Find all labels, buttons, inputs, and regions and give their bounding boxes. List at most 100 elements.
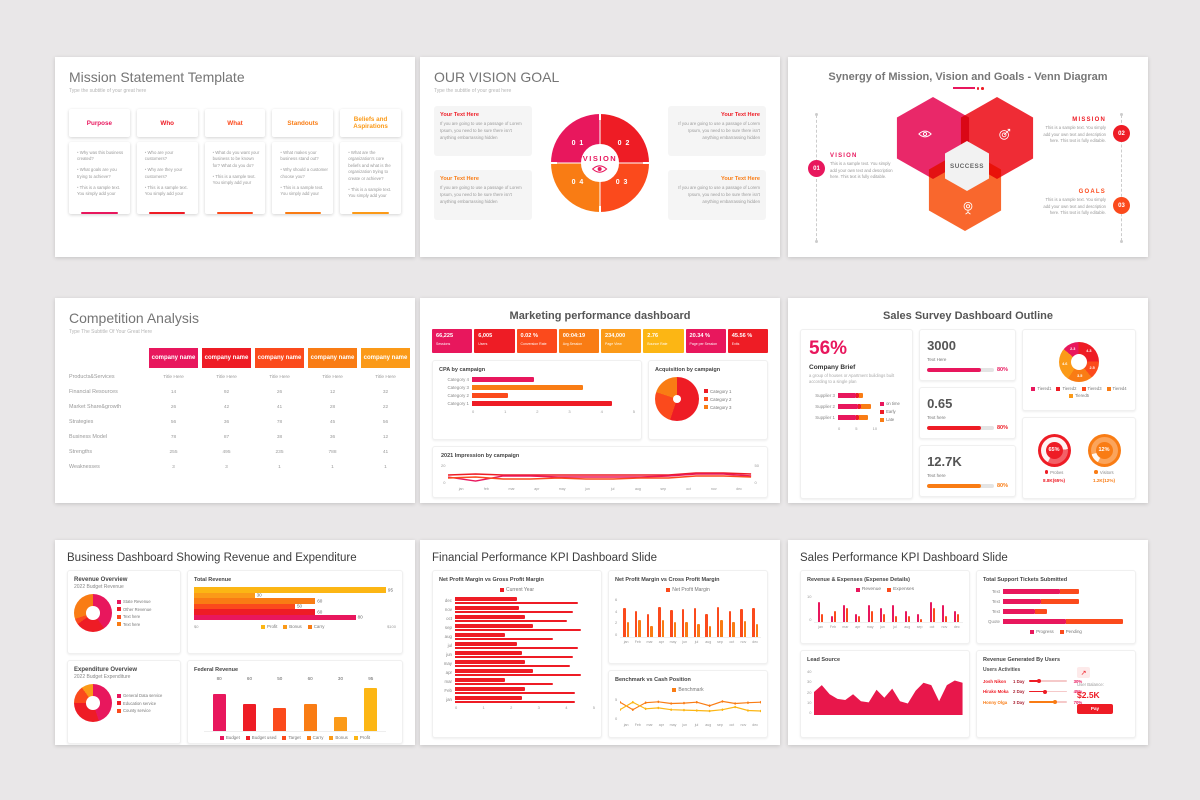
kpi-label: Page View [605,341,622,346]
legend-swatch [880,409,885,414]
slide-venn-diagram[interactable]: Synergy of Mission, Vision and Goals - V… [788,57,1148,257]
cpa-chart-card: CPA by campaign Category 4 Category 3 Cate… [432,360,642,440]
page-subtitle: Type the subtitle of your great here [434,88,512,94]
impression-line-chart: 20 0 jan feb mar apr may jun jul aug sep oct nov dec 5… [441,463,759,491]
legend-item: Bonus [283,624,302,629]
company-header: company name [361,348,410,368]
bullet-list: What are the organization's core beliefs… [345,150,396,200]
mission-column-body: Who are your customers? Why are they you… [136,142,198,215]
table-cell: 78 [170,434,177,440]
user-activity-rows: Josh Nikon 1 Day 30% Hirako Moka 2 Day 4… [983,679,1129,705]
slide-marketing-dashboard[interactable]: Marketing performance dashboard 66,225 S… [420,298,780,503]
venn-shapes: SUCCESS [892,97,1044,245]
card-subheading: 2022 Budget Revenue [74,584,124,590]
page-title: Competition Analysis [69,310,199,326]
table-cell: 1 [331,464,334,470]
legend-item: Category 3 [704,405,731,410]
bullet-item: Why was this business created? [77,150,125,163]
slide-vision-goal[interactable]: OUR VISION GOAL Type the subtitle of you… [420,57,780,257]
chart-legend: Revenue Expenses [807,587,963,592]
table-cell: 56 [170,419,177,425]
federal-revenue-column-chart: 80 60 50 60 30 95 [194,676,396,732]
table-cell: 12 [382,434,389,440]
kpi-label: Avg.Session [562,341,583,346]
chart-legend: Budget Budget used Target Carry [194,735,396,740]
table-cell: 235 [275,449,284,455]
eye-icon [592,164,608,173]
brief-heading: Company Brief [809,364,856,371]
legend-item: Category 1 [704,389,731,394]
federal-revenue-card: Federal Revenue 80 60 50 60 30 95 Budget Budg… [187,660,403,744]
table-cell: Title Here [163,374,184,380]
card-subheading: 2022 Budget Expenditure [74,674,131,680]
card-heading: Revenue & Expenses (Expense Details) [807,577,911,583]
legend-swatch [1059,629,1064,634]
legend-swatch [117,708,121,713]
table-cell: 87 [223,434,230,440]
balance-value: $2.5K [1077,690,1100,700]
slide-financial-kpi[interactable]: Financial Performance KPI Dashboard Slid… [420,540,780,745]
page-title: Mission Statement Template [69,69,245,85]
expenditure-overview-card: Expenditure Overview 2022 Budget Expendi… [67,660,181,744]
page-title: Business Dashboard Showing Revenue and E… [67,552,357,564]
kpi-value: 00:04:19 [562,333,586,339]
activity-percent: 30% [1073,678,1083,684]
accent-bar [284,211,322,215]
axis-max: $100 [387,624,396,629]
activity-fill [1029,689,1048,693]
card-heading: Revenue Generated By Users [983,657,1061,663]
text-box-title: Your Text Here [721,112,760,118]
table-cell: 12 [329,389,336,395]
slide-sales-survey[interactable]: Sales Survey Dashboard Outline 56% Compa… [788,298,1148,503]
right-text-boxes: Your Text Here If you are going to use a… [668,106,766,220]
table-cell: 495 [222,449,231,455]
table-cell: 28 [329,404,336,410]
segment-number: 0 2 [617,140,631,148]
user-name: Hirako Moka [983,689,1009,694]
activity-track [1029,679,1068,683]
legend-item: Target [282,735,301,740]
company-header: company name [149,348,198,368]
slide-sales-kpi[interactable]: Sales Performance KPI Dashboard Slide Re… [788,540,1148,745]
page-title: Financial Performance KPI Dashboard Slid… [432,552,658,564]
table-cell: 1 [278,464,281,470]
dartboard-icon [963,201,973,215]
text-box-title: Your Text Here [440,176,479,182]
stat-label: Text Here [927,357,947,362]
user-name: Josh Nikon [983,678,1007,684]
table-cell: Title Here [216,374,237,380]
dashed-line-left [815,113,818,243]
accent-bar [352,211,389,215]
table-cell: Title Here [322,374,343,380]
bullet-item: This is a sample text. You simply add yo… [77,185,125,198]
table-cell: 788 [328,449,337,455]
kpi-value: 0.02 % [520,333,538,339]
page-title: Sales Performance KPI Dashboard Slide [800,552,1008,564]
slide-business-dashboard[interactable]: Business Dashboard Showing Revenue and E… [55,540,415,745]
progress-track [927,484,994,488]
user-activity-row: Josh Nikon 1 Day 30% [983,679,1082,684]
text-box-body: If you are going to use a passage of Lor… [678,121,760,140]
axis-min: $0 [194,624,199,629]
kpi-card: 66,225 Sessions [432,329,473,353]
bullet-item: This is a sample text. You simply add yo… [145,185,193,198]
text-box: Your Text Here If you are going to use a… [434,106,532,156]
kpi-card: 20.34 % Page per Session [685,329,726,353]
table-cell: 1 [384,464,387,470]
user-day: 1 Day [1013,678,1025,684]
activity-track [1029,689,1068,693]
slide-mission-statement[interactable]: Mission Statement Template Type the subt… [55,57,415,257]
legend-swatch [1106,386,1111,391]
row-label: Financial Resources [69,389,118,395]
slide-competition-analysis[interactable]: Competition Analysis Type The Subtitle O… [55,298,415,503]
cpa-bar-chart: Category 4 Category 3 Category 2 Category 1… [447,377,635,414]
legend-item: Net Profit Margin [666,587,710,593]
table-cell: 26 [170,404,177,410]
balance-label: User Balance: [1077,681,1104,687]
chart-title: CPA by campaign [439,367,486,373]
legend-swatch [855,587,860,592]
mission-column-title: What [204,109,266,137]
revenue-users-card: Revenue Generated By Users Users Activit… [976,650,1136,738]
text-box: Your Text Here If you are going to use a… [668,170,766,220]
kpi-label: Bounce Rate [647,341,668,346]
